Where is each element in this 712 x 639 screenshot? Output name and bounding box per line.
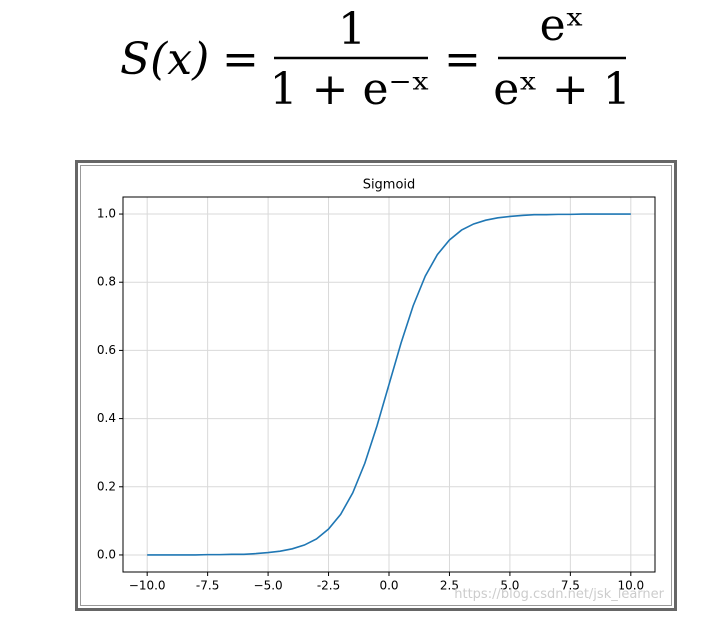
formula-equals: = — [222, 34, 259, 85]
formula-denominator: eˣ + 1 — [493, 64, 631, 115]
line — [147, 213, 631, 556]
formula-numerator: 1 — [338, 4, 366, 55]
formula-lhs: S(x) — [120, 34, 209, 85]
y-tick-label: 0.2 — [97, 479, 116, 493]
y-tick-label: 1.0 — [97, 207, 116, 221]
x-tick-label: 10.0 — [617, 579, 644, 593]
axes-frame — [122, 196, 656, 573]
plot: −10.0 -7.5 −5.0 -2.5 0.0 2.5 5.0 7.5 10.0 0.0 0.2 0… — [97, 196, 656, 593]
x-tick-label: -2.5 — [317, 579, 340, 593]
formula: S(x) = 1 1 + e⁻ˣ = eˣ eˣ + 1 — [120, 0, 631, 115]
chart-title: Sigmoid — [363, 178, 416, 193]
y-tick-label: 0.6 — [97, 343, 116, 357]
watermark: https://blog.csdn.net/jsk_learner — [454, 587, 664, 602]
x-tick-label: 5.0 — [500, 579, 519, 593]
x-tick-label: −10.0 — [129, 579, 166, 593]
figure-inner-frame — [80, 165, 672, 606]
figure-frame — [75, 160, 677, 611]
x-tick-label: −5.0 — [254, 579, 283, 593]
x-tick-label: 2.5 — [440, 579, 459, 593]
x-tick-label: -7.5 — [196, 579, 219, 593]
formula-equals: = — [444, 34, 481, 85]
y-tick-label: 0.0 — [97, 547, 116, 561]
formula-numerator: eˣ — [540, 0, 585, 51]
x-tick-label: 0.0 — [379, 579, 398, 593]
formula-denominator: 1 + e⁻ˣ — [270, 64, 431, 115]
x-tick-label: 7.5 — [561, 579, 580, 593]
y-tick-label: 0.8 — [97, 275, 116, 289]
y-tick-label: 0.4 — [97, 411, 116, 425]
